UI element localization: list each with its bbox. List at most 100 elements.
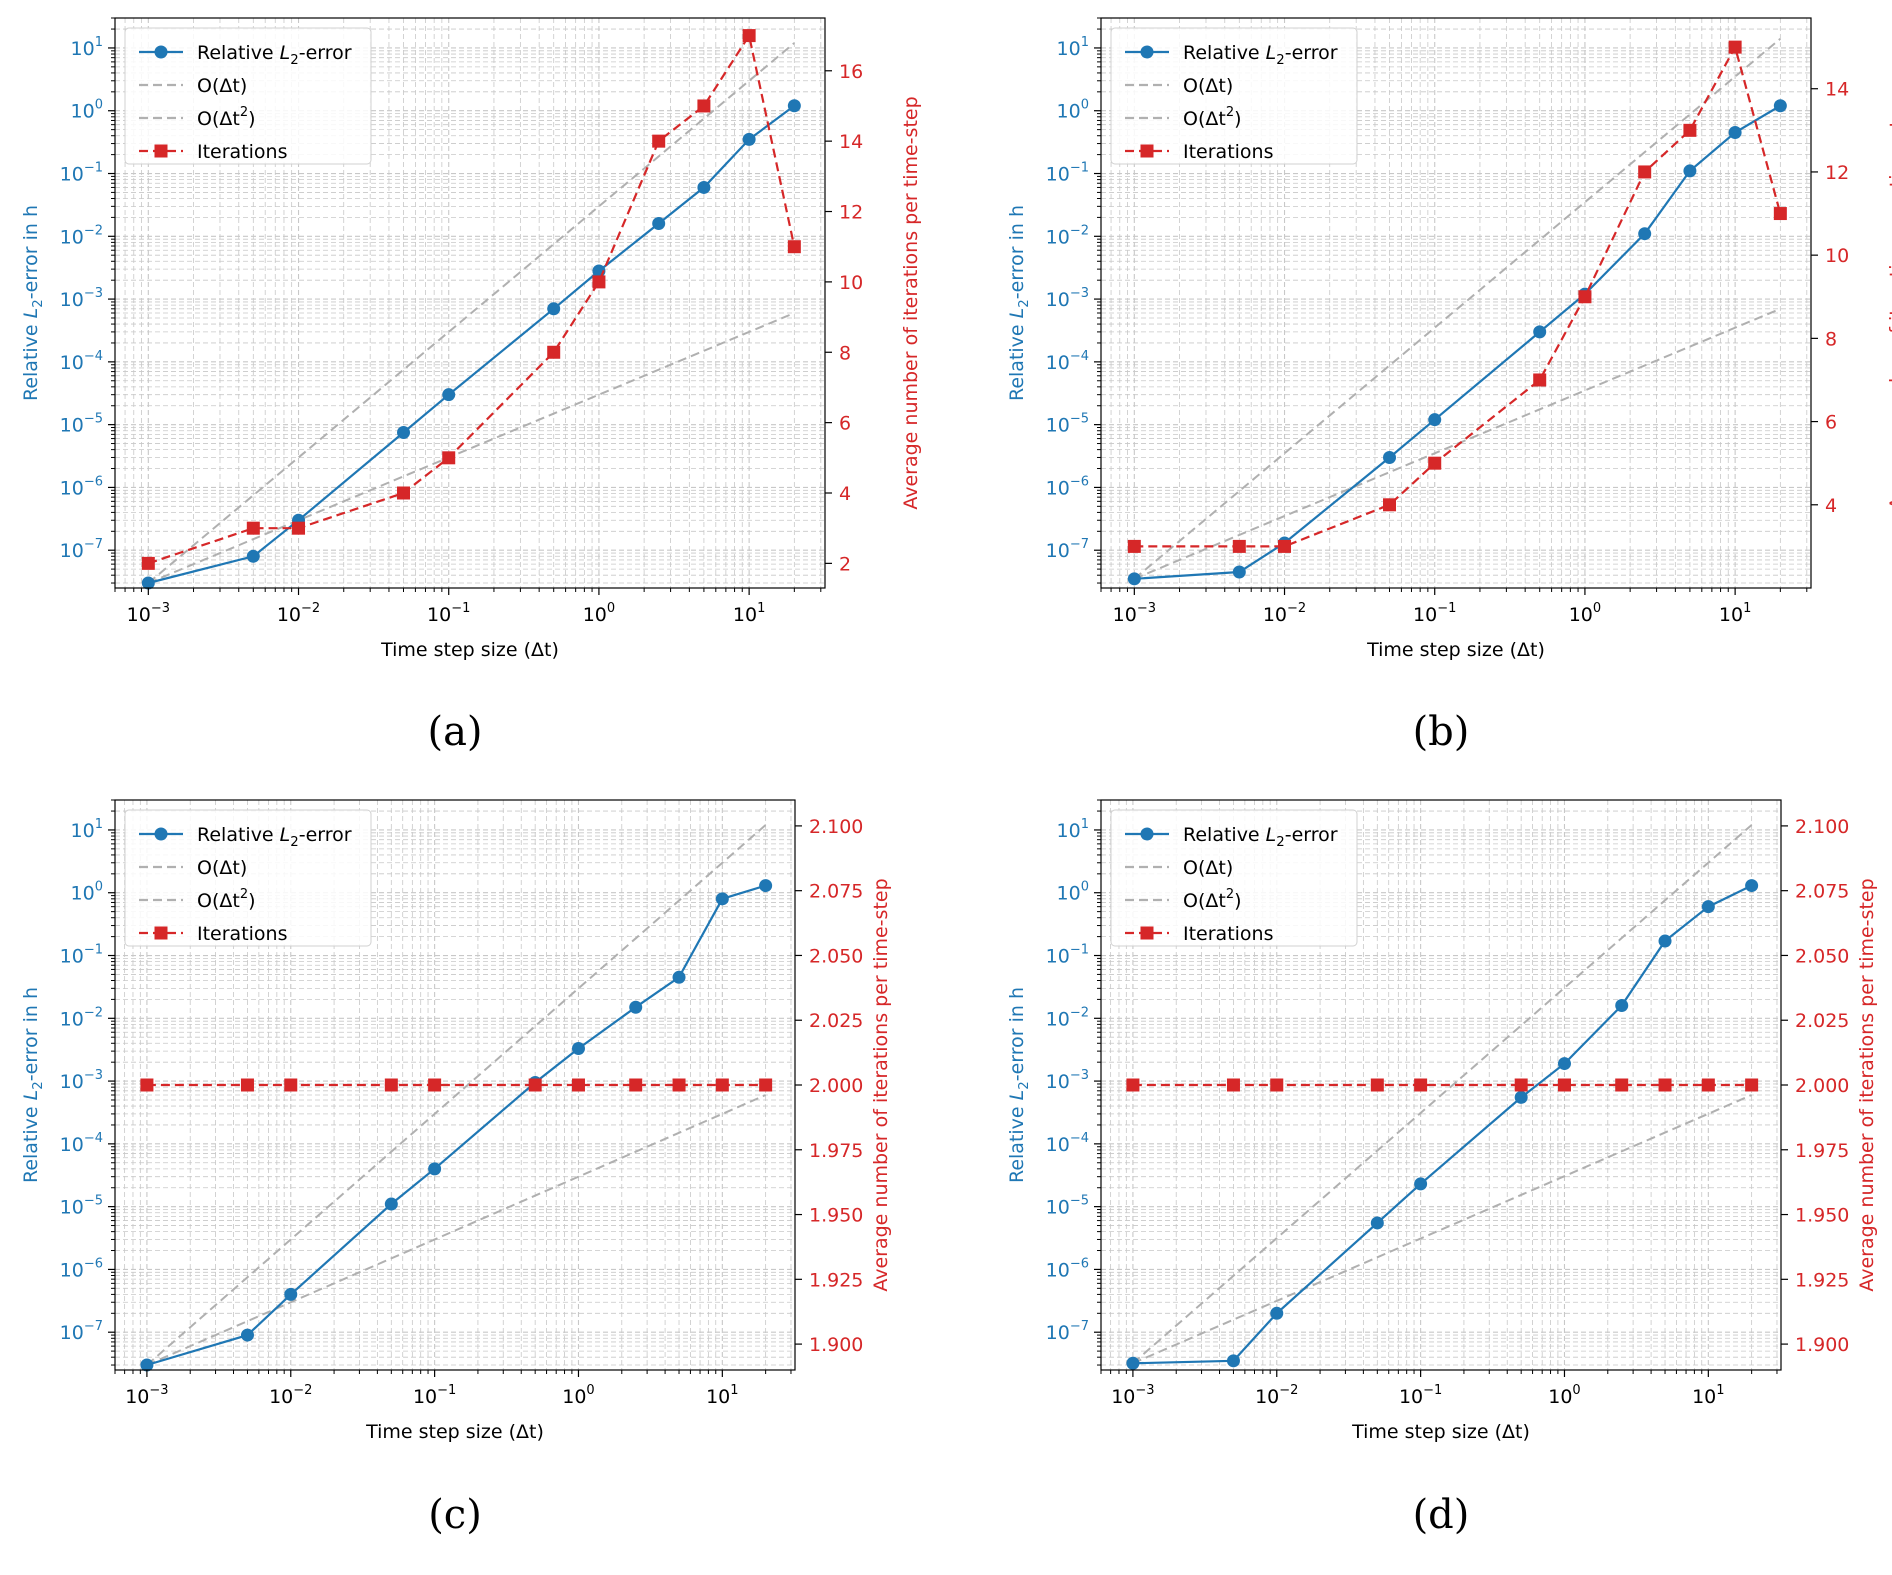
x-tick-label: 10−3 bbox=[1111, 1383, 1154, 1408]
y-left-tick-label: 100 bbox=[1057, 880, 1089, 905]
chart-panel: 10−3 10−2 10−1 100 101 10−7 10−6 10−5 10−4 10−3 10… bbox=[20, 17, 922, 755]
panel-caption: (a) bbox=[427, 709, 482, 755]
iterations-point bbox=[742, 29, 756, 43]
iterations-point bbox=[1278, 539, 1292, 553]
legend-label: O(Δt) bbox=[1183, 75, 1233, 97]
y-left-tick-label: 10−6 bbox=[60, 474, 103, 499]
series-order1-line bbox=[1132, 1094, 1753, 1365]
legend-label: Iterations bbox=[197, 141, 288, 163]
y-left-tick-label: 10−5 bbox=[1046, 412, 1089, 437]
iterations-point bbox=[292, 521, 306, 535]
y-left-tick-label: 10−1 bbox=[60, 943, 103, 968]
plot-frame bbox=[1100, 17, 1812, 589]
grid bbox=[1100, 17, 1811, 588]
chart-panel: 10−3 10−2 10−1 100 101 10−7 10−6 10−5 10−4 10−3 10… bbox=[20, 799, 892, 1538]
legend-marker bbox=[154, 45, 168, 59]
panel-caption: (b) bbox=[1413, 709, 1470, 755]
x-axis-label: Time step size (Δt) bbox=[1351, 1421, 1530, 1443]
iterations-point bbox=[1514, 1078, 1528, 1092]
y-left-tick-label: 10−4 bbox=[1046, 1131, 1089, 1156]
legend-label: Relative L2-error bbox=[1183, 42, 1338, 68]
error-point bbox=[1226, 1354, 1240, 1368]
error-point bbox=[1414, 1177, 1428, 1191]
y-left-tick-label: 10−4 bbox=[1046, 349, 1089, 374]
x-tick-label: 101 bbox=[1719, 601, 1751, 626]
y-right-tick-label: 2.075 bbox=[1795, 881, 1849, 903]
legend-marker bbox=[1140, 827, 1154, 841]
y-left-tick-label: 10−4 bbox=[60, 1131, 103, 1156]
legend-label: Iterations bbox=[197, 923, 288, 945]
y-left-axis-label: Relative L2-error in h bbox=[20, 987, 46, 1183]
y-left-tick-label: 10−7 bbox=[60, 1319, 103, 1344]
iterations-point bbox=[1557, 1078, 1571, 1092]
y-left-tick-label: 10−1 bbox=[1046, 943, 1089, 968]
y-right-tick-label: 10 bbox=[839, 272, 863, 294]
y-right-tick-label: 1.950 bbox=[809, 1205, 863, 1227]
legend-label: O(Δt2) bbox=[1183, 105, 1242, 130]
x-tick-label: 10−1 bbox=[427, 601, 470, 626]
y-right-tick-label: 2.100 bbox=[1795, 816, 1849, 838]
error-point bbox=[1745, 879, 1759, 893]
x-tick-label: 100 bbox=[1569, 601, 1601, 626]
series-order1-line bbox=[1133, 307, 1781, 580]
iterations-point bbox=[1683, 123, 1697, 137]
iterations-point bbox=[1126, 1078, 1140, 1092]
y-left-tick-label: 10−1 bbox=[60, 161, 103, 186]
error-point bbox=[1728, 126, 1742, 140]
iterations-point bbox=[1232, 539, 1246, 553]
y-left-tick-label: 101 bbox=[1057, 35, 1089, 60]
legend-box bbox=[1110, 27, 1358, 165]
y-right-tick-label: 1.900 bbox=[1795, 1334, 1849, 1356]
series-order2-line bbox=[146, 824, 767, 1366]
y-right-axis-label: Average number of iterations per time-st… bbox=[870, 878, 892, 1291]
y-left-tick-label: 10−3 bbox=[1046, 286, 1089, 311]
y-right-tick-label: 2.075 bbox=[809, 881, 863, 903]
error-point bbox=[1658, 934, 1672, 948]
error-point bbox=[442, 388, 456, 402]
plot-frame bbox=[114, 17, 826, 589]
iterations-point bbox=[759, 1078, 773, 1092]
x-tick-label: 10−3 bbox=[125, 1383, 168, 1408]
y-right-tick-label: 1.925 bbox=[1795, 1269, 1849, 1291]
iterations-point bbox=[1728, 40, 1742, 54]
legend-box bbox=[1110, 809, 1358, 947]
error-point bbox=[759, 879, 773, 893]
iterations-point bbox=[1745, 1078, 1759, 1092]
y-right-tick-label: 2.100 bbox=[809, 816, 863, 838]
error-point bbox=[246, 549, 260, 563]
legend-marker bbox=[154, 926, 168, 940]
iterations-point bbox=[1127, 539, 1141, 553]
error-point bbox=[1638, 227, 1652, 241]
error-point bbox=[1615, 998, 1629, 1012]
y-left-tick-label: 100 bbox=[71, 98, 103, 123]
iterations-point bbox=[1533, 373, 1547, 387]
error-point bbox=[715, 892, 729, 906]
y-right-tick-label: 1.925 bbox=[809, 1269, 863, 1291]
y-right-tick-label: 8 bbox=[1825, 328, 1837, 350]
legend-marker bbox=[1140, 45, 1154, 59]
error-point bbox=[1127, 572, 1141, 586]
error-point bbox=[141, 576, 155, 590]
y-left-tick-label: 10−6 bbox=[1046, 1256, 1089, 1281]
iterations-point bbox=[1615, 1078, 1629, 1092]
series-order1-line bbox=[146, 1094, 767, 1366]
error-point bbox=[1683, 164, 1697, 178]
legend-label: Relative L2-error bbox=[1183, 824, 1338, 850]
y-left-tick-label: 101 bbox=[71, 817, 103, 842]
y-left-tick-label: 10−5 bbox=[60, 1194, 103, 1219]
y-right-tick-label: 6 bbox=[839, 413, 851, 435]
error-point bbox=[1370, 1216, 1384, 1230]
y-right-tick-label: 1.950 bbox=[1795, 1205, 1849, 1227]
legend-label: Iterations bbox=[1183, 141, 1274, 163]
y-right-tick-label: 2.025 bbox=[809, 1010, 863, 1032]
y-left-axis-label: Relative L2-error in h bbox=[1006, 205, 1032, 401]
legend-marker bbox=[154, 144, 168, 158]
y-right-tick-label: 2.050 bbox=[809, 945, 863, 967]
x-tick-label: 10−2 bbox=[269, 1383, 312, 1408]
x-tick-label: 100 bbox=[562, 1383, 594, 1408]
x-tick-label: 10−1 bbox=[413, 1383, 456, 1408]
error-point bbox=[428, 1162, 442, 1176]
iterations-point bbox=[1773, 207, 1787, 221]
iterations-point bbox=[141, 556, 155, 570]
x-tick-label: 10−2 bbox=[277, 601, 320, 626]
